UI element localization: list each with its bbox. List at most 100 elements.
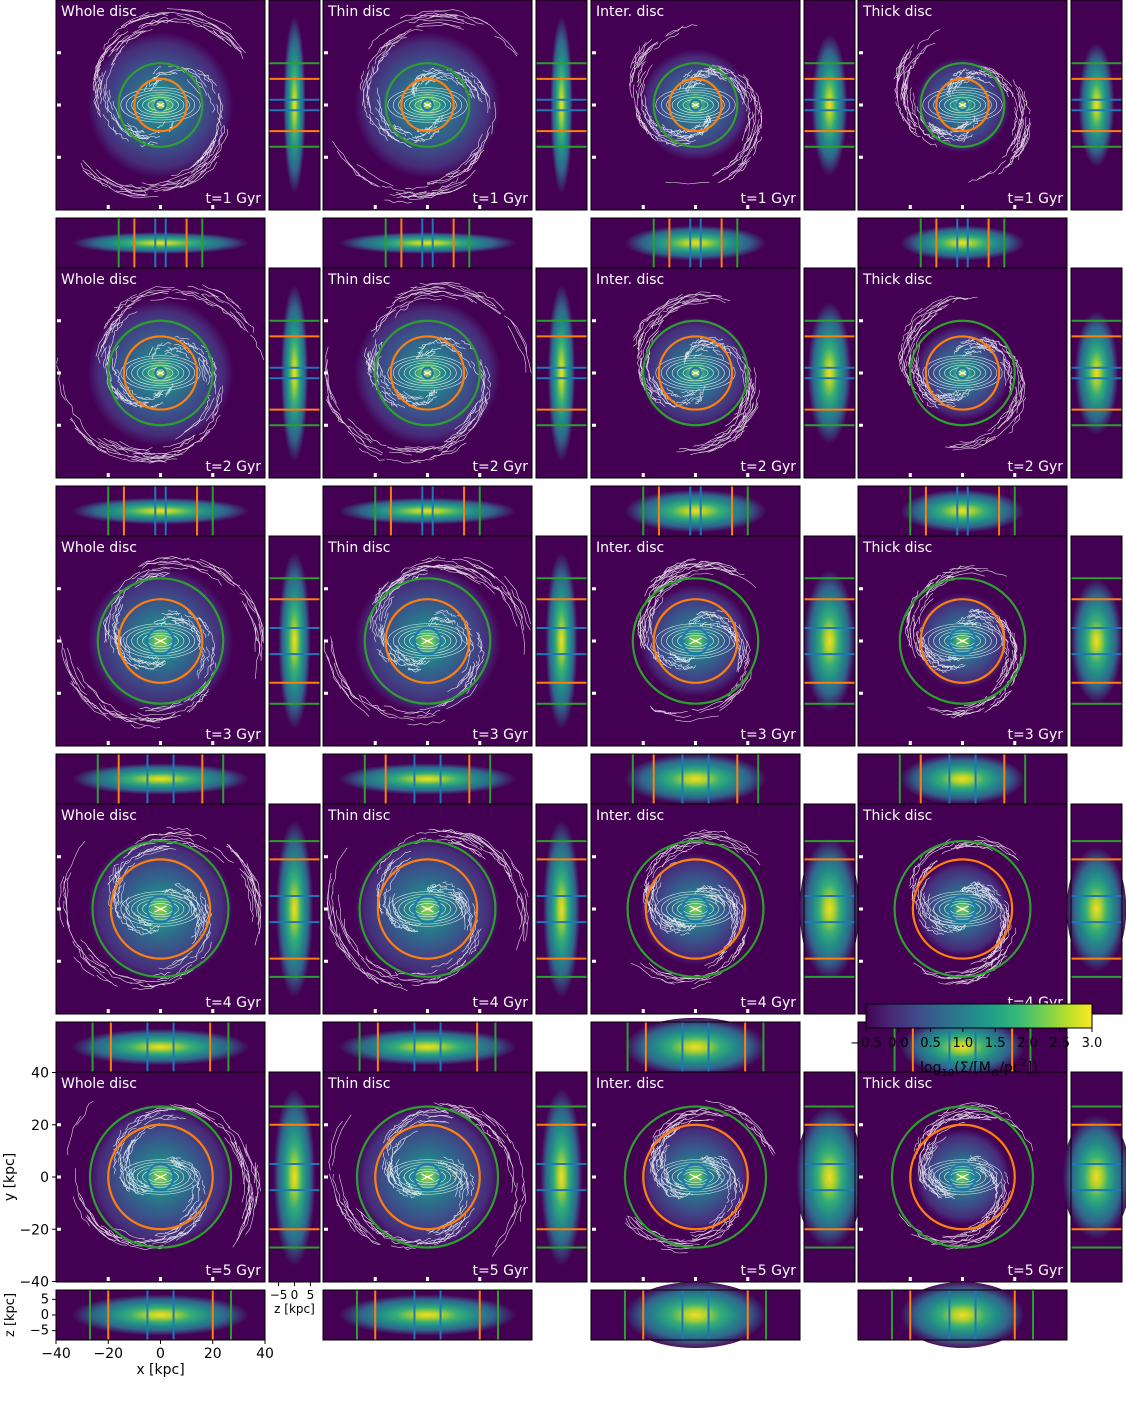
contour-segment: [119, 1154, 123, 1172]
ring-orange: [107, 1123, 214, 1231]
contour-segment: [903, 71, 910, 105]
ring-blue: [681, 894, 710, 924]
contour-segment: [201, 293, 224, 303]
component-label: Thick disc: [862, 808, 932, 824]
contour-segment: [435, 339, 455, 347]
y-tick: [592, 1123, 596, 1127]
contour-segment: [995, 1186, 998, 1199]
component-label: Whole disc: [61, 1076, 137, 1092]
contour-segment: [511, 862, 529, 898]
contour-segment: [112, 1158, 116, 1175]
contour-segment: [1021, 117, 1027, 141]
edge-on-map: [322, 217, 533, 269]
contour-segment: [134, 453, 184, 459]
contour-segment: [697, 127, 710, 135]
contour-segment: [992, 1202, 999, 1218]
contour-segment: [194, 397, 215, 427]
contour-segment: [953, 73, 963, 82]
y-tick: [57, 587, 61, 591]
x-tick: [478, 205, 482, 209]
contour-segment: [678, 1191, 691, 1195]
edge-on-map: [590, 1282, 801, 1348]
contour-segment: [130, 127, 145, 134]
contour-segment: [426, 1218, 455, 1232]
contour-segment: [428, 968, 461, 983]
side-z-tick-label: −5: [270, 1288, 288, 1302]
contour-segment: [737, 656, 742, 673]
contour-segment: [389, 1170, 395, 1181]
contour-segment: [126, 131, 146, 139]
contour-segment: [495, 1200, 518, 1248]
side-on-map: [1070, 0, 1123, 211]
inner-contour: [392, 625, 463, 657]
contour-segment: [448, 419, 480, 445]
contour-segment: [383, 858, 394, 878]
contour-segment: [178, 434, 195, 448]
inner-contour: [944, 96, 981, 114]
contour-segment: [463, 557, 494, 569]
contour-segment: [122, 843, 156, 859]
contour-segment: [335, 1195, 356, 1233]
contour-segment: [123, 912, 136, 929]
contour-segment: [964, 1110, 1001, 1118]
y-tick: [592, 103, 596, 107]
contour-segment: [918, 919, 929, 932]
contour-segment: [645, 377, 654, 391]
side-frame: [535, 267, 588, 479]
contour-segment: [725, 1210, 740, 1230]
contour-segment: [693, 123, 701, 129]
contour-segment: [944, 666, 959, 669]
contour-segment: [904, 336, 912, 370]
contour-segment: [386, 1118, 413, 1141]
contour-segment: [652, 854, 676, 879]
contour-segment: [966, 886, 978, 890]
contour-segment: [443, 564, 487, 583]
contour-segment: [964, 346, 974, 351]
contour-segment: [938, 1185, 951, 1194]
contour-segment: [636, 61, 646, 83]
colorbar-tick-label: 2.5: [1049, 1036, 1070, 1051]
contour-segment: [330, 636, 350, 689]
contour-segment: [454, 1180, 460, 1197]
contour-segment: [200, 140, 214, 161]
contour-segment: [180, 1219, 201, 1235]
contour-segment: [925, 1141, 931, 1155]
contour-segment: [171, 156, 203, 176]
contour-segment: [188, 71, 207, 88]
contour-segment: [394, 1166, 400, 1180]
edge-density: [624, 225, 767, 261]
contour-segment: [167, 610, 181, 615]
edge-density: [624, 753, 767, 805]
contour-segment: [125, 1139, 136, 1156]
inner-contour: [136, 94, 185, 116]
contour-segment: [218, 1122, 238, 1145]
side-on-map: [1070, 535, 1123, 747]
contour-segment: [466, 568, 500, 590]
contour-segment: [184, 162, 207, 181]
x-tick: [478, 1009, 482, 1013]
contour-segment: [712, 158, 739, 176]
contour-segment: [239, 1152, 246, 1203]
inner-contour: [392, 893, 463, 925]
x-tick: [106, 205, 110, 209]
contour-segment: [968, 615, 980, 620]
contour-segment: [961, 352, 973, 357]
side-frame: [1070, 0, 1123, 211]
contour-segment: [668, 564, 688, 578]
contour-segment: [745, 124, 757, 152]
contour-segment: [120, 12, 170, 28]
contour-segment: [923, 972, 963, 979]
contour-segment: [324, 642, 341, 690]
ring-blue: [681, 626, 710, 656]
contour-segment: [670, 1113, 688, 1124]
y-tick: [57, 319, 61, 323]
contour-segment: [969, 1225, 1001, 1243]
y-tick: [859, 155, 863, 159]
contour-segment: [473, 16, 518, 55]
face-frame: [322, 0, 533, 211]
inner-contour: [125, 357, 196, 389]
contour-segment: [667, 915, 677, 921]
component-label: Inter. disc: [596, 540, 664, 556]
contour-segment: [108, 891, 113, 912]
